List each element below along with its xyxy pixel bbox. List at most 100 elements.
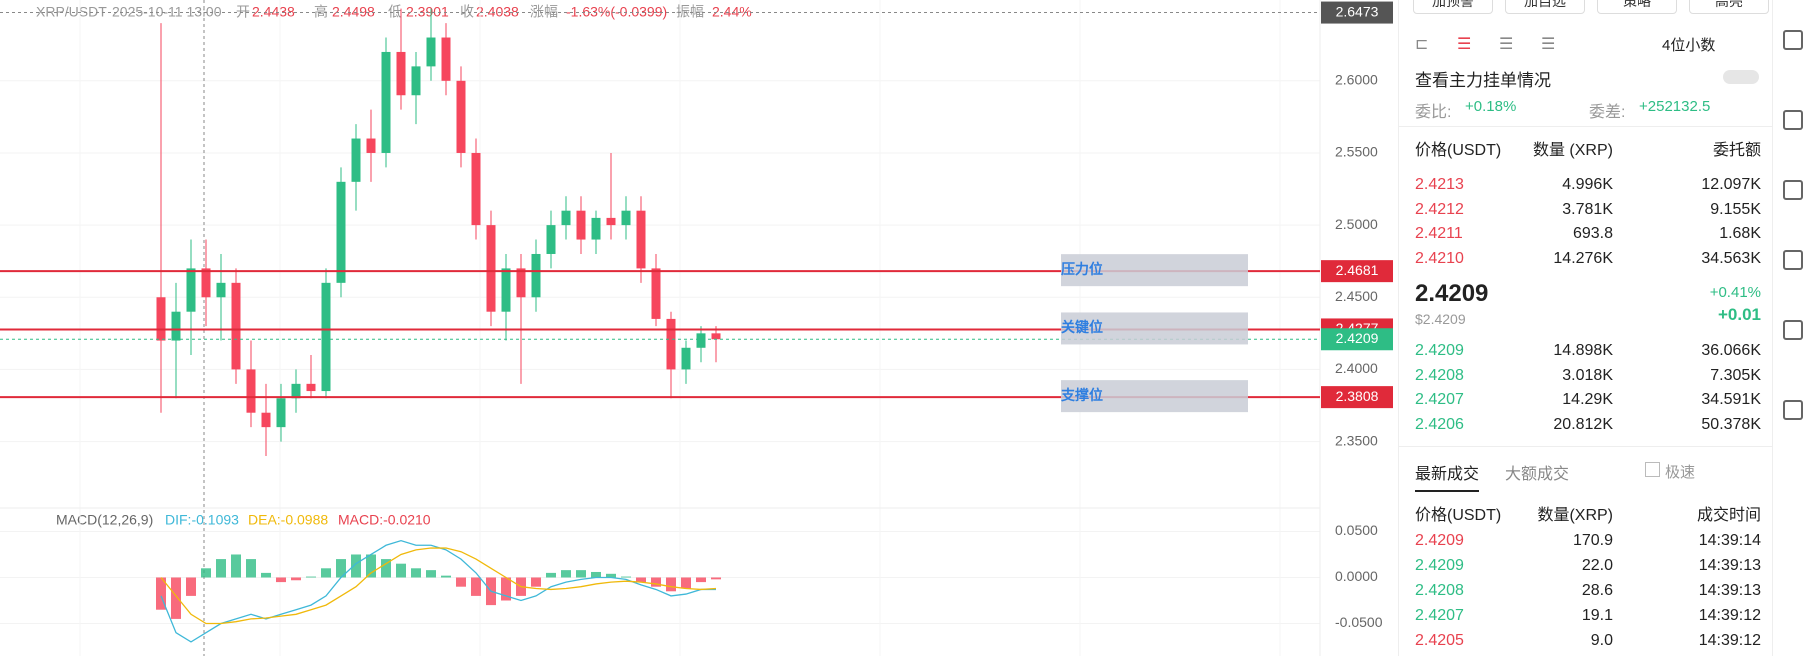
tool-icon[interactable] [1783, 110, 1803, 130]
candle-body [606, 217, 616, 226]
macd-bar [666, 577, 676, 592]
label: 委差: [1589, 104, 1626, 121]
level-tag-bg [1061, 254, 1248, 287]
label: 涨幅 [530, 4, 558, 20]
mid-pct: +0.41% [1709, 284, 1761, 301]
candle-body [501, 268, 511, 312]
dea-label: DEA:-0.0988 [248, 512, 328, 528]
decimals-select: 4位小数 [1662, 37, 1716, 54]
price: 2.4213 [1415, 176, 1464, 193]
time: 14:39:13 [1698, 557, 1761, 574]
column-header: 数量(XRP) [1537, 507, 1613, 524]
order-panel: 加预警 加自选 策略 高亮 ⊏ ☰ ☰ ☰ 4位小数 查看主力挂单情况 委比: +0.18% 委差: +2… [1398, 0, 1773, 656]
button[interactable]: 加自选 [1505, 0, 1585, 14]
macd-bar [381, 559, 391, 578]
candle-body [321, 282, 331, 392]
view-button[interactable]: ☰ [1499, 36, 1514, 53]
macd-bar [411, 568, 421, 578]
macd-bar [501, 577, 511, 601]
macd-bar [681, 577, 691, 589]
button[interactable]: 加预警 [1413, 0, 1493, 14]
time: 14:39:12 [1698, 632, 1761, 649]
qty: 14.898K [1553, 342, 1613, 359]
candle-body [396, 51, 406, 96]
candle-body [621, 210, 631, 226]
candle-body [516, 268, 526, 298]
time: 14:39:14 [1698, 532, 1761, 549]
view-button[interactable]: ☰ [1457, 36, 1472, 53]
macd-bar [231, 554, 241, 578]
macd-bar [696, 577, 706, 583]
price-tag-bg [1321, 386, 1393, 409]
label: 收 [460, 4, 474, 20]
candle-body [711, 333, 721, 340]
tool-icon[interactable] [1783, 320, 1803, 340]
level-tag: 压力位 [1061, 261, 1103, 277]
macd-bar [471, 577, 481, 596]
y-tick-label: 0.0500 [1335, 522, 1378, 538]
level-tag: 关键位 [1061, 319, 1103, 335]
candle-body [696, 333, 706, 348]
macd-bar [396, 563, 406, 578]
macd-bar [456, 577, 466, 587]
price-tag: 2.4209 [1336, 330, 1379, 346]
tab[interactable]: 大额成交 [1505, 466, 1570, 483]
macd-title: MACD(12,26,9) [56, 512, 153, 528]
candle-body [576, 210, 586, 240]
price: 2.4206 [1415, 416, 1464, 434]
candle-body [231, 282, 241, 370]
candle-body [426, 37, 436, 67]
y-tick-label: 2.5000 [1335, 216, 1378, 232]
candle-body [591, 217, 601, 240]
macd-bar [606, 573, 616, 578]
column-header: 数量 (XRP) [1532, 142, 1613, 159]
qty: 170.9 [1572, 532, 1613, 549]
tool-icon[interactable] [1783, 30, 1803, 50]
value: +0.18% [1465, 98, 1517, 115]
view-button[interactable]: ⊏ [1415, 36, 1429, 53]
price: 2.4211 [1415, 225, 1463, 243]
macd-bar [336, 559, 346, 578]
candle-body [561, 210, 571, 226]
tool-icon[interactable] [1783, 400, 1803, 420]
qty: 19.1 [1581, 607, 1613, 624]
macd-label: MACD:-0.0210 [338, 512, 431, 528]
macd-bar [711, 577, 721, 580]
candle-body [306, 383, 316, 392]
price-tag: 2.6473 [1336, 3, 1379, 19]
qty: 14.276K [1553, 250, 1613, 268]
tool-icon[interactable] [1783, 180, 1803, 200]
candle-body [201, 268, 211, 298]
column-header: 成交时间 [1696, 507, 1761, 524]
button[interactable]: 策略 [1597, 0, 1677, 14]
candle-body [276, 398, 286, 428]
divider [1399, 446, 1773, 447]
macd-bar [591, 571, 601, 578]
tool-icon[interactable] [1783, 250, 1803, 270]
button[interactable]: 高亮 [1689, 0, 1769, 14]
level-tag-bg [1061, 312, 1248, 345]
candle-body [291, 383, 301, 399]
candle-body [411, 66, 421, 96]
price-tag-bg [1321, 1, 1393, 24]
toggle [1723, 70, 1759, 84]
candle-body [531, 253, 541, 298]
tab[interactable]: 最新成交 [1415, 460, 1480, 492]
y-tick-label: 2.3500 [1335, 432, 1378, 448]
macd-bar [216, 559, 226, 578]
label: 低 [388, 4, 402, 20]
candle-body [456, 80, 466, 153]
macd-bar [186, 577, 196, 596]
macd-bar [531, 577, 541, 587]
qty: 14.29K [1562, 391, 1613, 409]
macd-bar [321, 568, 331, 578]
value: 2.3901 [406, 4, 449, 20]
dif-line [160, 539, 716, 643]
macd-bar [291, 577, 301, 581]
candle-body [486, 225, 496, 312]
view-button[interactable]: ☰ [1541, 36, 1556, 53]
price: 2.4212 [1415, 200, 1464, 218]
qty: 22.0 [1581, 557, 1613, 574]
column-header: 委托额 [1712, 142, 1761, 159]
qty: 3.781K [1562, 200, 1613, 218]
